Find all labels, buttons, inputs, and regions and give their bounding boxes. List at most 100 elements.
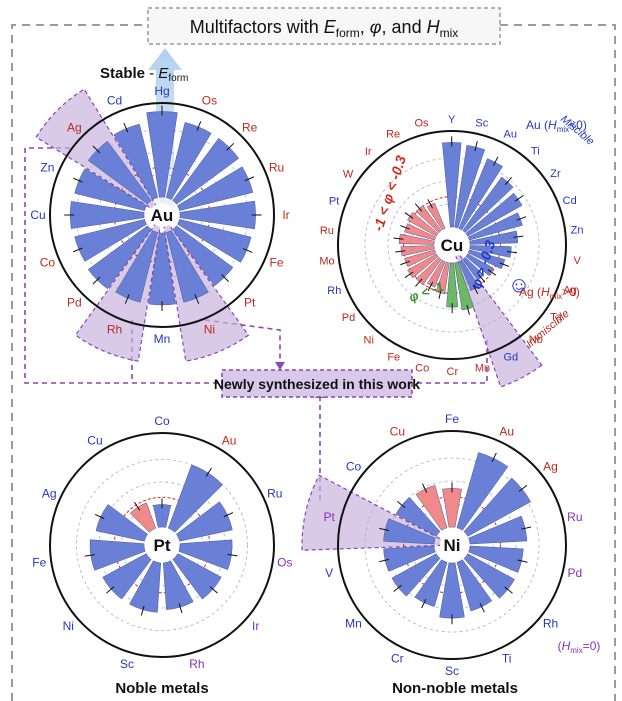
error-bar xyxy=(400,260,410,266)
error-bar xyxy=(393,237,404,240)
outer-ring xyxy=(337,130,567,360)
bar-pt-co xyxy=(152,504,172,528)
page-title: Multifactors with Eform, φ, and Hmix xyxy=(190,17,459,40)
element-label-cu-ni: Ni xyxy=(364,335,374,347)
bar-ni-sc xyxy=(439,562,465,619)
bar-pt-os xyxy=(178,539,233,571)
element-label-pt-os: Os xyxy=(277,556,292,570)
bar-ni-pt xyxy=(383,518,436,545)
error-bar xyxy=(244,176,255,182)
bar-ni-au xyxy=(456,452,509,531)
element-label-ni-cu: Cu xyxy=(390,424,405,438)
element-label-cu-os: Os xyxy=(414,118,429,130)
error-bar xyxy=(517,559,528,563)
element-label-cu-ag: Ag xyxy=(563,284,576,296)
element-label-ni-au: Au xyxy=(499,424,514,438)
error-bar xyxy=(427,281,434,291)
error-bar xyxy=(223,512,234,518)
bar-ni-cu xyxy=(415,484,448,531)
bar-cu-gd xyxy=(458,259,480,291)
caption-noble: Noble metals xyxy=(115,680,208,697)
error-bar xyxy=(466,304,470,315)
element-label-ni-v: V xyxy=(325,566,333,580)
error-bar xyxy=(479,602,485,613)
bar-ni-rh xyxy=(463,553,515,599)
bar-ni-cr xyxy=(414,559,448,607)
bar-cu-pd xyxy=(407,253,439,279)
bar-cu-fe xyxy=(426,259,446,288)
bar-au-hg xyxy=(146,111,178,198)
error-bar xyxy=(379,558,390,563)
newly-synthesized-label: Newly synthesized in this work xyxy=(214,376,420,392)
error-bar xyxy=(92,145,101,154)
bar-cu-cd xyxy=(467,212,523,241)
element-label-cu-re: Re xyxy=(386,129,400,141)
error-bar xyxy=(226,142,235,151)
bar-au-zn xyxy=(74,168,147,211)
bar-pt-sc xyxy=(129,560,162,613)
element-label-au-mn: Mn xyxy=(154,332,171,346)
bar-ni-ru xyxy=(468,515,528,545)
radial-chart-cu: Cu Os Y Sc Au Ti Zr Cd Zn V Ag Ta Nb Gd Mn Cr Co Fe Ni Pd Rh… xyxy=(319,114,583,388)
element-label-cu-pt: Pt xyxy=(329,196,339,208)
center-element-pt: Pt xyxy=(154,536,171,555)
element-label-cu-ru: Ru xyxy=(320,225,334,237)
center-element-cu: Cu xyxy=(441,236,464,255)
immiscible-label: Immiscible xyxy=(524,308,572,351)
element-label-cu-rh: Rh xyxy=(327,285,341,297)
element-label-cu-sc: Sc xyxy=(475,118,488,130)
bar-cu-ru xyxy=(398,233,435,245)
error-bar xyxy=(221,274,229,282)
error-bar xyxy=(73,177,83,183)
bar-cu-ta xyxy=(465,253,494,276)
bar-au-cd xyxy=(113,123,158,200)
error-bar xyxy=(516,216,527,221)
bar-ni-mn xyxy=(391,553,441,597)
bar-au-ru xyxy=(177,166,254,211)
bar-pt-au xyxy=(167,464,223,533)
element-label-cu-y: Y xyxy=(448,114,456,126)
error-bar xyxy=(499,262,510,267)
element-label-cu-gd: Gd xyxy=(504,351,519,363)
element-label-cu-co: Co xyxy=(415,362,429,374)
bar-ni-v xyxy=(383,545,436,572)
bar-pt-fe xyxy=(89,539,146,571)
element-label-cu-mn: Mn xyxy=(475,362,490,374)
bar-au-pd xyxy=(87,225,152,290)
error-bar xyxy=(404,212,414,219)
element-label-pt-ir: Ir xyxy=(252,619,259,633)
error-bar xyxy=(472,284,479,295)
element-label-au-zn: Zn xyxy=(40,161,54,175)
center-disc xyxy=(440,233,464,257)
element-label-pt-rh: Rh xyxy=(189,657,204,671)
element-label-cu-mo: Mo xyxy=(319,256,334,268)
element-label-ni-mn: Mn xyxy=(345,617,362,631)
element-label-au-cu: Cu xyxy=(30,208,45,222)
element-label-cu-pd: Pd xyxy=(342,312,355,324)
bar-cu-w xyxy=(407,211,439,237)
bar-au-ir xyxy=(179,200,256,230)
bar-cu-ir xyxy=(415,205,442,234)
bar-pt-cu xyxy=(129,502,157,533)
element-label-au-cd: Cd xyxy=(107,93,122,107)
radial-chart-pt: Pt Co Au Ru Os Ir Rh Sc Ni Fe Ag Cu xyxy=(32,414,292,671)
bar-cu-re xyxy=(426,202,446,231)
error-bar xyxy=(134,501,141,511)
bar-pt-ru xyxy=(176,501,233,542)
element-label-au-os: Os xyxy=(202,93,217,107)
error-bar xyxy=(209,586,218,594)
error-bar xyxy=(106,586,115,594)
bar-pt-rh xyxy=(162,560,194,610)
element-label-au-pd: Pd xyxy=(67,296,82,310)
radial-chart-au: Au Hg Os Re Ru Ir Fe Pt Ni Mn Rh Pd Co Cu Zn Ag Cd xyxy=(30,84,290,362)
title-box xyxy=(147,7,501,45)
stable-label: Stable - Eform xyxy=(100,65,188,84)
element-label-cu-v: V xyxy=(573,255,581,267)
error-bar xyxy=(504,176,513,186)
bar-cu-zr xyxy=(465,192,523,237)
grid-ring xyxy=(76,459,248,631)
bar-au-co xyxy=(74,219,147,262)
bar-au-os xyxy=(166,122,212,200)
error-bar xyxy=(492,156,499,166)
